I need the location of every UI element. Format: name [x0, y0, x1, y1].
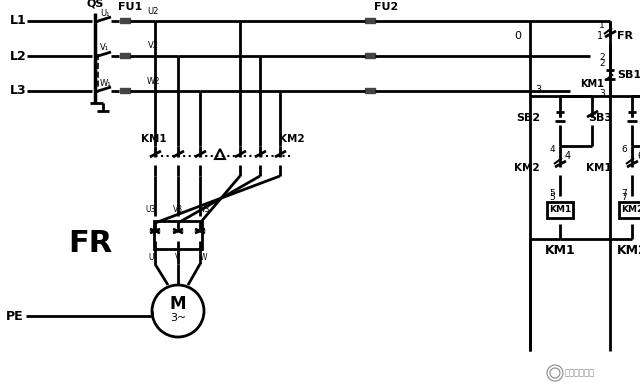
Text: FR: FR — [68, 230, 112, 258]
Text: KM1: KM1 — [580, 79, 604, 89]
Text: 3: 3 — [599, 88, 605, 97]
Text: L2: L2 — [10, 50, 26, 63]
Text: 电工电气学习: 电工电气学习 — [565, 368, 595, 377]
Bar — [120, 88, 130, 93]
Text: QS: QS — [86, 0, 104, 9]
Text: W2: W2 — [147, 77, 160, 86]
Text: 1: 1 — [597, 31, 603, 41]
Bar — [365, 53, 375, 58]
Bar — [365, 88, 375, 93]
Bar — [365, 18, 375, 23]
Bar — [120, 53, 130, 58]
Text: U: U — [148, 253, 154, 262]
Text: V3: V3 — [173, 204, 183, 213]
Text: V₁: V₁ — [100, 43, 109, 52]
Text: FU1: FU1 — [118, 2, 142, 12]
Text: 3: 3 — [535, 85, 541, 95]
Text: KM2: KM2 — [621, 206, 640, 215]
Text: 5: 5 — [549, 194, 555, 203]
Text: KM1: KM1 — [545, 244, 575, 258]
Text: KM1: KM1 — [141, 134, 166, 144]
Text: PE: PE — [6, 310, 24, 323]
Text: 4: 4 — [549, 145, 555, 154]
Text: 6: 6 — [621, 145, 627, 154]
Text: V: V — [175, 253, 180, 262]
Bar — [154, 221, 202, 249]
Text: M: M — [170, 295, 186, 313]
Text: U2: U2 — [147, 7, 159, 16]
Text: 7: 7 — [621, 188, 627, 197]
Text: 0: 0 — [515, 31, 522, 41]
Bar — [619, 202, 640, 218]
Bar — [547, 202, 573, 218]
Text: V2: V2 — [147, 41, 159, 50]
Text: W₁: W₁ — [100, 79, 111, 88]
Text: 1: 1 — [599, 22, 605, 30]
Text: 6: 6 — [637, 151, 640, 161]
Text: KM1: KM1 — [549, 206, 571, 215]
Text: 5: 5 — [549, 188, 555, 197]
Text: KM2: KM2 — [515, 163, 540, 173]
Text: KM1: KM1 — [586, 163, 612, 173]
Text: SB1: SB1 — [617, 70, 640, 81]
Text: 2: 2 — [599, 54, 605, 63]
Text: L3: L3 — [10, 84, 26, 97]
Text: U3: U3 — [146, 204, 156, 213]
Text: FR: FR — [617, 31, 633, 41]
Text: L1: L1 — [10, 14, 26, 27]
Text: 3~: 3~ — [170, 313, 186, 323]
Text: SB2: SB2 — [516, 113, 540, 123]
Text: W3: W3 — [198, 204, 210, 213]
Text: FU2: FU2 — [374, 2, 398, 12]
Text: 7: 7 — [621, 194, 627, 203]
Text: W: W — [200, 253, 208, 262]
Bar — [120, 18, 130, 23]
Text: 4: 4 — [565, 151, 571, 161]
Text: SB3: SB3 — [588, 113, 612, 123]
Text: KM2: KM2 — [616, 244, 640, 258]
Text: KM2: KM2 — [279, 134, 305, 144]
Text: U₁: U₁ — [100, 9, 109, 18]
Text: 2: 2 — [599, 59, 605, 68]
